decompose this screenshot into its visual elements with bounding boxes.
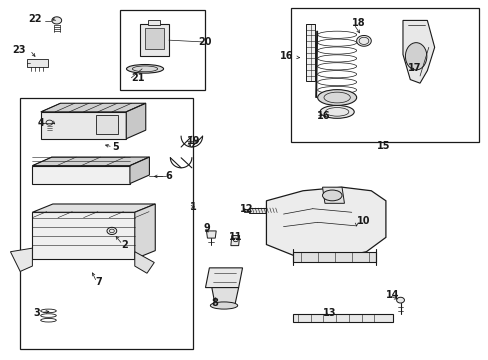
Polygon shape bbox=[205, 268, 242, 288]
Bar bbox=[26, 59, 48, 67]
Polygon shape bbox=[41, 103, 145, 112]
Ellipse shape bbox=[320, 105, 353, 118]
Text: 2: 2 bbox=[122, 239, 128, 249]
Bar bbox=[290, 8, 478, 142]
Text: 8: 8 bbox=[211, 298, 218, 308]
Polygon shape bbox=[126, 103, 145, 139]
Text: 23: 23 bbox=[13, 45, 26, 55]
Polygon shape bbox=[266, 187, 385, 259]
Bar bbox=[244, 209, 250, 212]
Text: 16: 16 bbox=[279, 51, 293, 61]
Text: 15: 15 bbox=[376, 141, 389, 151]
Polygon shape bbox=[315, 31, 317, 98]
Text: 11: 11 bbox=[228, 232, 242, 242]
Polygon shape bbox=[356, 36, 370, 46]
Text: 10: 10 bbox=[356, 216, 369, 226]
Text: 5: 5 bbox=[112, 142, 119, 152]
Polygon shape bbox=[32, 212, 135, 259]
Polygon shape bbox=[107, 227, 117, 234]
Text: 21: 21 bbox=[131, 73, 144, 83]
Text: 9: 9 bbox=[203, 224, 209, 233]
Polygon shape bbox=[322, 187, 344, 203]
Text: 7: 7 bbox=[96, 277, 102, 287]
Polygon shape bbox=[293, 252, 375, 262]
Polygon shape bbox=[135, 252, 154, 273]
Text: 16: 16 bbox=[316, 111, 329, 121]
Polygon shape bbox=[46, 120, 53, 125]
Text: 1: 1 bbox=[189, 202, 196, 212]
Polygon shape bbox=[206, 231, 216, 238]
Text: 4: 4 bbox=[38, 118, 44, 128]
Ellipse shape bbox=[126, 64, 163, 73]
Ellipse shape bbox=[317, 90, 356, 105]
Text: 6: 6 bbox=[165, 171, 172, 181]
Bar bbox=[249, 208, 277, 213]
Polygon shape bbox=[32, 157, 149, 166]
Bar bbox=[144, 28, 163, 49]
Polygon shape bbox=[32, 204, 155, 212]
Bar bbox=[120, 10, 205, 90]
Polygon shape bbox=[396, 297, 404, 303]
Bar bbox=[140, 24, 168, 56]
Polygon shape bbox=[52, 17, 61, 24]
Text: 13: 13 bbox=[322, 308, 335, 318]
Polygon shape bbox=[130, 157, 149, 184]
Text: 14: 14 bbox=[385, 290, 399, 300]
Ellipse shape bbox=[405, 42, 426, 70]
Text: 19: 19 bbox=[186, 136, 200, 145]
Bar bbox=[20, 98, 193, 348]
Polygon shape bbox=[135, 204, 155, 259]
Polygon shape bbox=[402, 21, 434, 83]
Text: 12: 12 bbox=[239, 204, 253, 214]
Polygon shape bbox=[211, 288, 238, 306]
Polygon shape bbox=[230, 235, 239, 246]
Text: 18: 18 bbox=[351, 18, 365, 28]
Bar bbox=[293, 315, 392, 321]
Polygon shape bbox=[10, 248, 32, 271]
Bar bbox=[306, 24, 315, 81]
Bar bbox=[148, 20, 160, 25]
Polygon shape bbox=[41, 112, 126, 139]
Text: 17: 17 bbox=[407, 63, 421, 73]
Text: 3: 3 bbox=[34, 308, 41, 318]
Ellipse shape bbox=[210, 302, 237, 309]
Text: 20: 20 bbox=[198, 37, 211, 47]
Bar bbox=[96, 115, 118, 134]
Ellipse shape bbox=[322, 190, 341, 201]
Polygon shape bbox=[32, 166, 130, 184]
Text: 22: 22 bbox=[29, 14, 42, 24]
